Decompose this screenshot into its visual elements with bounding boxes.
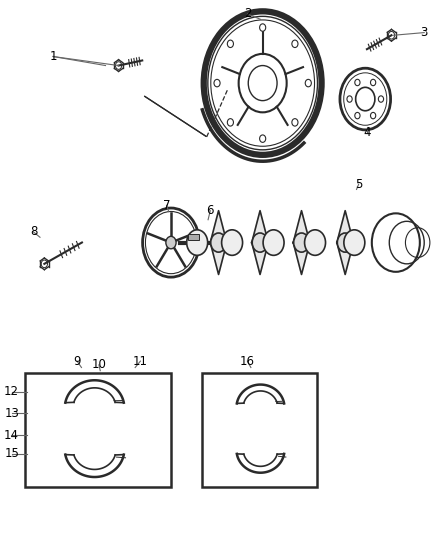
Polygon shape [252,243,268,274]
Polygon shape [210,211,227,243]
Text: 9: 9 [73,354,81,368]
Circle shape [378,96,384,102]
Circle shape [166,236,176,249]
Text: 5: 5 [355,177,362,191]
Text: 14: 14 [4,429,19,441]
Circle shape [304,230,325,255]
Circle shape [222,230,243,255]
Circle shape [211,233,226,252]
Circle shape [355,79,360,86]
Text: 13: 13 [4,407,19,419]
Circle shape [292,40,298,47]
Circle shape [292,119,298,126]
Text: 12: 12 [4,385,19,399]
Bar [188,233,199,240]
Circle shape [214,79,220,87]
Circle shape [260,24,266,31]
Polygon shape [252,211,268,243]
Circle shape [371,112,376,119]
Text: 11: 11 [133,354,148,368]
Circle shape [293,233,309,252]
Polygon shape [337,243,353,274]
Polygon shape [293,211,310,243]
Circle shape [187,230,208,255]
Text: 16: 16 [240,354,255,368]
Text: 2: 2 [244,7,251,20]
Circle shape [337,233,353,252]
Polygon shape [210,243,227,274]
Text: 10: 10 [92,358,106,372]
Bar [201,373,317,487]
Circle shape [305,79,311,87]
Circle shape [344,230,365,255]
Polygon shape [337,211,353,243]
Circle shape [371,79,376,86]
Text: 7: 7 [163,199,170,212]
Text: 3: 3 [420,26,428,39]
Bar [25,373,171,487]
Text: 8: 8 [30,225,37,238]
Circle shape [355,112,360,119]
Text: 1: 1 [49,50,57,63]
Text: 4: 4 [364,126,371,139]
Circle shape [347,96,352,102]
Circle shape [252,233,268,252]
Text: 6: 6 [207,204,214,217]
Text: 15: 15 [4,447,19,460]
Circle shape [227,119,233,126]
Circle shape [263,230,284,255]
Polygon shape [293,243,310,274]
Circle shape [227,40,233,47]
Circle shape [260,135,266,142]
